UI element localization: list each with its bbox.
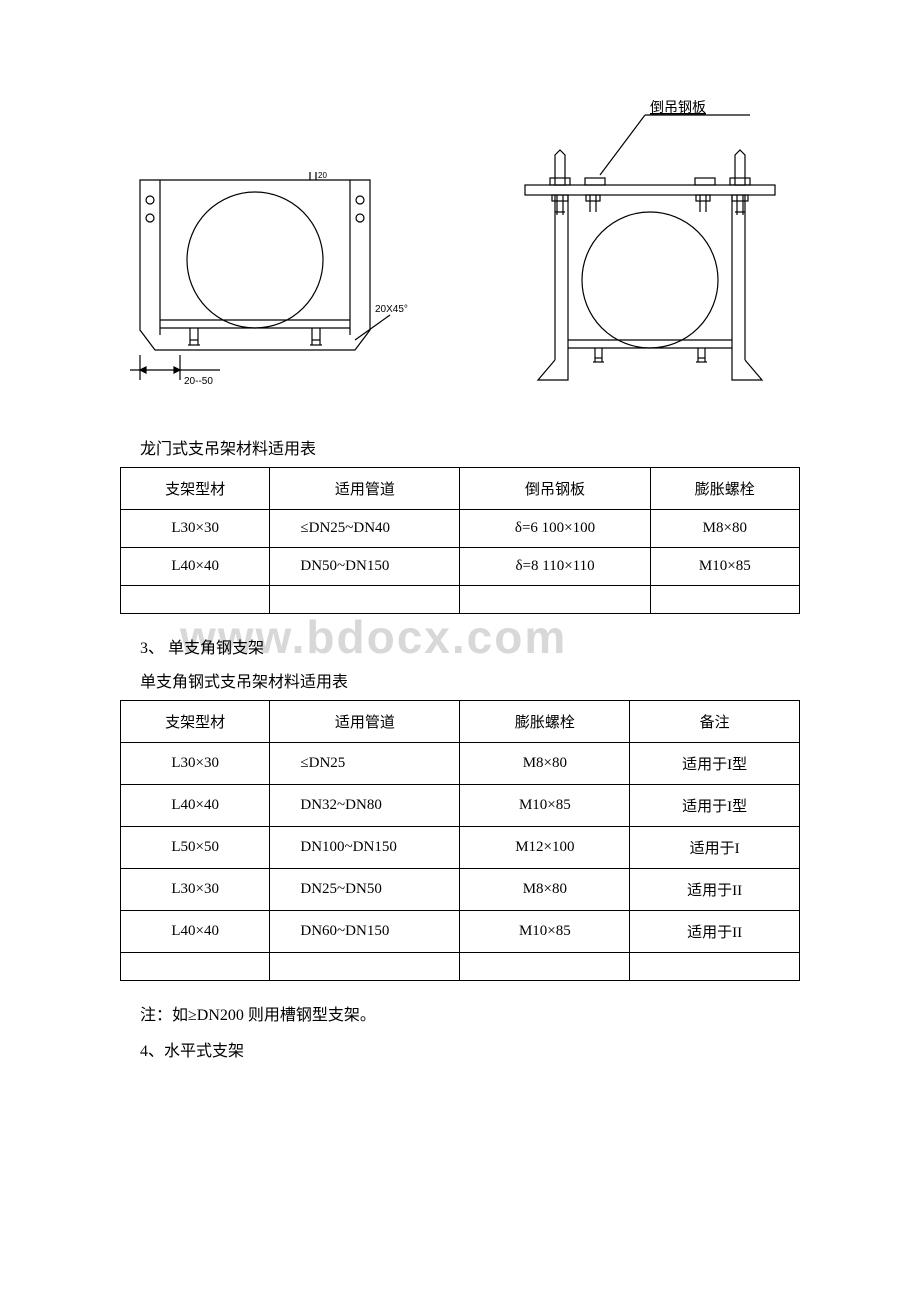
cell: DN50~DN150 — [270, 548, 460, 586]
table-row: L40×40 DN32~DN80 M10×85 适用于I型 — [121, 785, 800, 827]
cell: δ=6 100×100 — [460, 510, 650, 548]
callout-label: 倒吊钢板 — [650, 100, 706, 116]
cell: L30×30 — [121, 743, 270, 785]
table2: 支架型材 适用管道 膨胀螺栓 备注 L30×30 ≤DN25 M8×80 适用于… — [120, 700, 800, 981]
diagrams-row: 20--50 20X45° 20 — [120, 100, 800, 405]
table2-h3: 备注 — [630, 701, 800, 743]
cell: L40×40 — [121, 548, 270, 586]
cell: DN100~DN150 — [270, 827, 460, 869]
table-row: L50×50 DN100~DN150 M12×100 适用于I — [121, 827, 800, 869]
cell: L40×40 — [121, 785, 270, 827]
cell: ≤DN25 — [270, 743, 460, 785]
table-row-empty — [121, 586, 800, 614]
table2-header-row: 支架型材 适用管道 膨胀螺栓 备注 — [121, 701, 800, 743]
note-text: 注：如≥DN200 则用槽钢型支架。 — [140, 1001, 800, 1025]
cell: 适用于I型 — [630, 785, 800, 827]
small-top-label: 20 — [318, 171, 327, 180]
cell: M12×100 — [460, 827, 630, 869]
table2-h0: 支架型材 — [121, 701, 270, 743]
cell: M8×80 — [650, 510, 799, 548]
cell: M8×80 — [460, 869, 630, 911]
cell: ≤DN25~DN40 — [270, 510, 460, 548]
dim-left-label: 20--50 — [184, 376, 213, 387]
table2-h2: 膨胀螺栓 — [460, 701, 630, 743]
table-row: L30×30 DN25~DN50 M8×80 适用于II — [121, 869, 800, 911]
table1-h3: 膨胀螺栓 — [650, 468, 799, 510]
cell: L30×30 — [121, 510, 270, 548]
cell: 适用于II — [630, 869, 800, 911]
table2-caption: 单支角钢式支吊架材料适用表 — [140, 668, 800, 692]
table-row: L40×40 DN50~DN150 δ=8 110×110 M10×85 — [121, 548, 800, 586]
cell: DN32~DN80 — [270, 785, 460, 827]
cell: L50×50 — [121, 827, 270, 869]
table1-caption: 龙门式支吊架材料适用表 — [140, 435, 800, 459]
cell: 适用于I型 — [630, 743, 800, 785]
table-row: L30×30 ≤DN25 M8×80 适用于I型 — [121, 743, 800, 785]
diagram-right: 倒吊钢板 — [500, 100, 800, 405]
cell: 适用于II — [630, 911, 800, 953]
diagram-left: 20--50 20X45° 20 — [120, 170, 410, 405]
cell: DN60~DN150 — [270, 911, 460, 953]
table-row: L30×30 ≤DN25~DN40 δ=6 100×100 M8×80 — [121, 510, 800, 548]
section3-title: 3、 单支角钢支架 — [140, 634, 800, 658]
cell: 适用于I — [630, 827, 800, 869]
table1: 支架型材 适用管道 倒吊钢板 膨胀螺栓 L30×30 ≤DN25~DN40 δ=… — [120, 467, 800, 614]
cell: M10×85 — [460, 911, 630, 953]
cell: M10×85 — [460, 785, 630, 827]
cell: M10×85 — [650, 548, 799, 586]
table-row: L40×40 DN60~DN150 M10×85 适用于II — [121, 911, 800, 953]
table1-h1: 适用管道 — [270, 468, 460, 510]
table2-h1: 适用管道 — [270, 701, 460, 743]
cell: DN25~DN50 — [270, 869, 460, 911]
cell: L30×30 — [121, 869, 270, 911]
table1-header-row: 支架型材 适用管道 倒吊钢板 膨胀螺栓 — [121, 468, 800, 510]
angle-label: 20X45° — [375, 304, 408, 315]
cell: L40×40 — [121, 911, 270, 953]
cell: M8×80 — [460, 743, 630, 785]
table1-h2: 倒吊钢板 — [460, 468, 650, 510]
section4-title: 4、水平式支架 — [140, 1037, 800, 1061]
table1-h0: 支架型材 — [121, 468, 270, 510]
cell: δ=8 110×110 — [460, 548, 650, 586]
table-row-empty — [121, 953, 800, 981]
